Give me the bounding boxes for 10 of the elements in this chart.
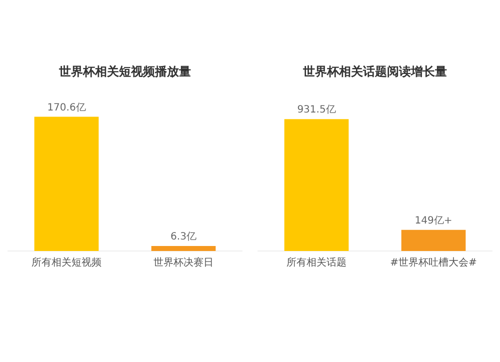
data-label: 149亿+ (414, 215, 452, 226)
x-tick-label: 世界杯决赛日 (154, 256, 214, 269)
data-label: 170.6亿 (47, 102, 86, 114)
chart-title: 世界杯相关话题阅读增长量 (302, 64, 447, 78)
chart-title: 世界杯相关短视频播放量 (58, 64, 191, 78)
x-tick-label: #世界杯吐槽大会# (390, 256, 477, 269)
data-label: 6.3亿 (170, 232, 196, 243)
data-label: 931.5亿 (297, 104, 336, 116)
x-tick-label: 所有相关短视频 (32, 256, 102, 269)
x-tick-label: 所有相关话题 (286, 256, 346, 269)
